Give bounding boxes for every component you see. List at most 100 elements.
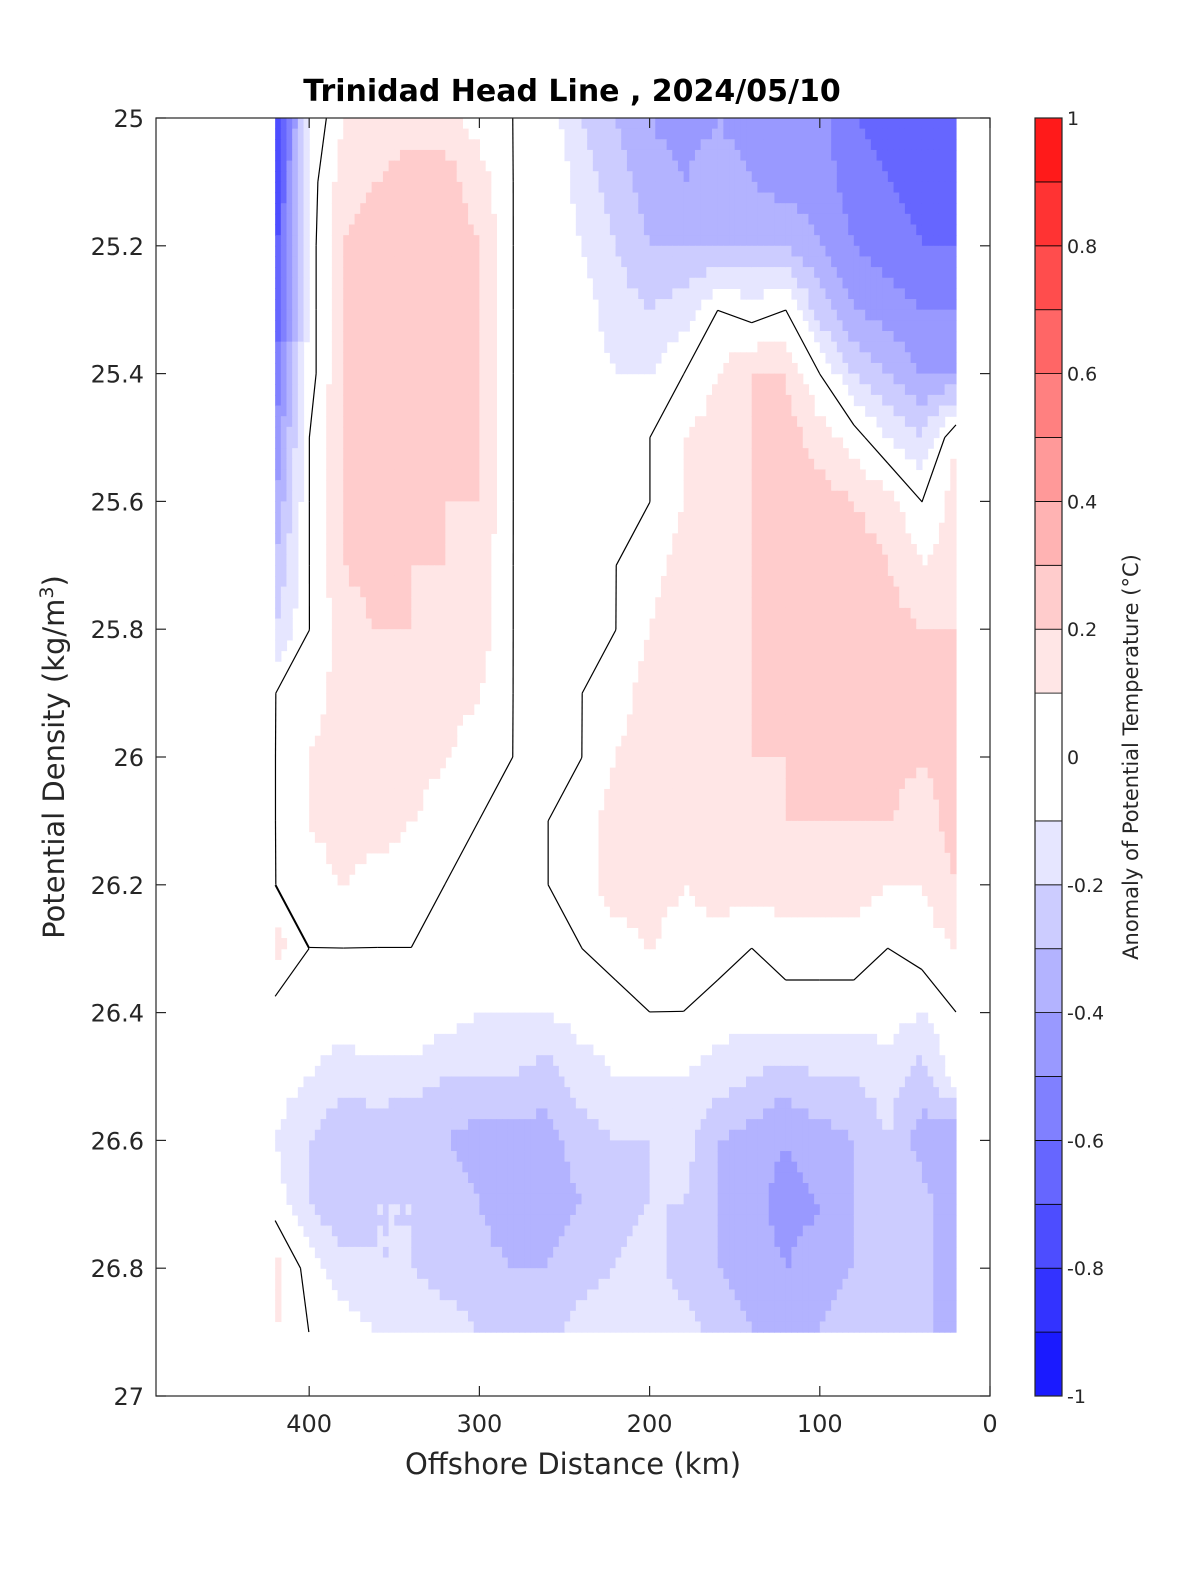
contour-cell bbox=[445, 416, 452, 428]
contour-cell bbox=[286, 607, 293, 620]
contour-cell bbox=[774, 607, 781, 620]
contour-cell bbox=[842, 235, 849, 247]
contour-cell bbox=[700, 554, 707, 566]
contour-cell bbox=[933, 661, 940, 673]
contour-cell bbox=[791, 203, 798, 215]
contour-cell bbox=[780, 618, 787, 630]
contour-cell bbox=[604, 192, 611, 204]
contour-cell bbox=[564, 139, 571, 151]
contour-cell bbox=[763, 512, 770, 524]
contour-cell bbox=[808, 267, 815, 279]
contour-cell bbox=[280, 149, 288, 162]
contour-cell bbox=[473, 341, 480, 353]
contour-cell bbox=[825, 235, 832, 247]
contour-cell bbox=[382, 277, 390, 289]
contour-cell bbox=[836, 629, 844, 641]
contour-cell bbox=[870, 597, 878, 609]
contour-cell bbox=[677, 682, 685, 694]
contour-cell bbox=[615, 192, 622, 204]
contour-cell bbox=[405, 203, 412, 215]
contour-cell bbox=[411, 235, 418, 247]
contour-cell bbox=[683, 565, 690, 577]
contour-cell bbox=[887, 650, 895, 662]
contour-cell bbox=[785, 512, 793, 524]
contour-cell bbox=[768, 160, 775, 172]
contour-cell bbox=[660, 277, 668, 289]
contour-cell bbox=[933, 618, 940, 630]
contour-cell bbox=[774, 554, 781, 566]
contour-cell bbox=[445, 725, 452, 737]
contour-cell bbox=[416, 714, 424, 726]
contour-cell bbox=[933, 362, 940, 375]
contour-cell bbox=[865, 490, 872, 502]
contour-cell bbox=[802, 597, 810, 609]
contour-cell bbox=[916, 341, 923, 353]
contour-cell bbox=[382, 171, 390, 183]
contour-cell bbox=[331, 267, 339, 279]
contour-cell bbox=[354, 714, 361, 726]
contour-cell bbox=[751, 575, 758, 588]
contour-cell bbox=[286, 288, 293, 300]
contour-cell bbox=[660, 607, 668, 620]
contour-cell bbox=[485, 256, 492, 268]
contour-cell bbox=[377, 426, 384, 439]
contour-cell bbox=[490, 224, 497, 236]
contour-cell bbox=[660, 735, 668, 747]
contour-cell bbox=[768, 650, 775, 662]
contour-cell bbox=[399, 437, 407, 449]
contour-cell bbox=[780, 171, 787, 183]
contour-cell bbox=[831, 490, 838, 502]
contour-cell bbox=[683, 607, 690, 620]
contour-cell bbox=[394, 128, 401, 140]
contour-cell bbox=[893, 331, 900, 343]
contour-cell bbox=[348, 203, 356, 215]
contour-cell bbox=[439, 501, 446, 513]
contour-cell bbox=[275, 607, 282, 620]
contour-cell bbox=[933, 213, 940, 226]
contour-cell bbox=[377, 650, 384, 662]
contour-cell bbox=[780, 352, 787, 364]
contour-cell bbox=[297, 309, 305, 321]
contour-cell bbox=[859, 256, 866, 268]
contour-cell bbox=[570, 118, 577, 130]
contour-cell bbox=[740, 362, 747, 375]
contour-cell bbox=[814, 171, 821, 183]
contour-cell bbox=[348, 181, 356, 194]
contour-cell bbox=[434, 629, 441, 641]
contour-cell bbox=[592, 267, 600, 279]
contour-cell bbox=[405, 160, 412, 172]
contour-cell bbox=[343, 661, 350, 673]
contour-cell bbox=[672, 288, 679, 300]
contour-cell bbox=[451, 267, 458, 279]
contour-cell bbox=[882, 384, 889, 396]
contour-cell bbox=[292, 362, 299, 375]
contour-cell bbox=[473, 224, 480, 236]
contour-cell bbox=[473, 607, 480, 620]
contour-cell bbox=[723, 160, 730, 172]
contour-cell bbox=[740, 693, 747, 705]
contour-cell bbox=[280, 544, 288, 556]
contour-cell bbox=[638, 703, 645, 715]
contour-cell bbox=[428, 384, 435, 396]
contour-cell bbox=[456, 639, 463, 652]
contour-cell bbox=[411, 501, 418, 513]
contour-cell bbox=[331, 341, 339, 353]
contour-cell bbox=[700, 256, 707, 268]
contour-cell bbox=[377, 192, 384, 204]
contour-cell bbox=[893, 362, 900, 375]
contour-cell bbox=[938, 139, 946, 151]
contour-cell bbox=[683, 714, 690, 726]
contour-cell bbox=[337, 671, 344, 684]
contour-cell bbox=[411, 554, 418, 566]
contour-cell bbox=[666, 661, 673, 673]
contour-cell bbox=[859, 565, 866, 577]
contour-cell bbox=[275, 320, 282, 332]
contour-cell bbox=[865, 607, 872, 620]
contour-cell bbox=[354, 160, 361, 172]
contour-cell bbox=[439, 746, 446, 758]
contour-cell bbox=[609, 277, 617, 289]
contour-cell bbox=[802, 288, 810, 300]
contour-cell bbox=[598, 192, 605, 204]
contour-cell bbox=[706, 256, 713, 268]
contour-cell bbox=[740, 394, 747, 407]
